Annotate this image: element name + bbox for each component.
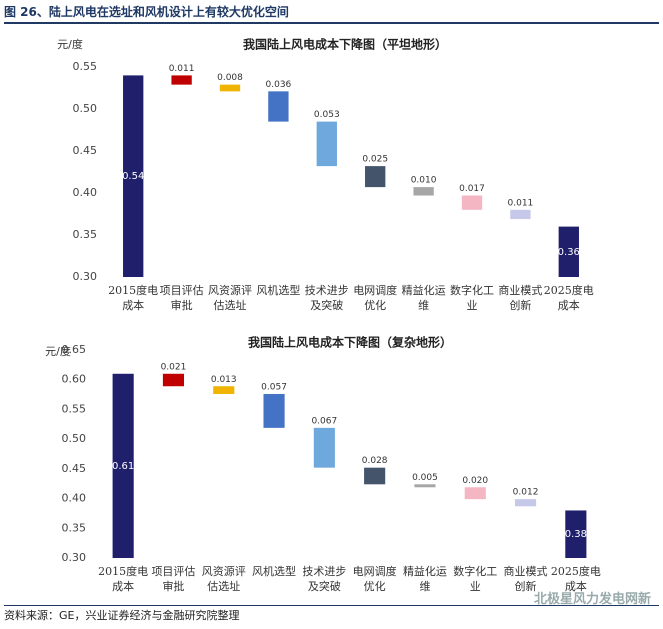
bar [316,121,337,167]
x-tick-label: 2015度电成本 [98,565,149,593]
bar [263,393,285,428]
bar [123,75,144,278]
x-tick-label: 数字化工业 [453,565,498,593]
value-label: 0.011 [508,198,534,208]
bar [565,510,587,558]
y-tick-label: 0.40 [62,492,87,505]
x-tick-label: 精益化运维 [402,565,447,593]
bar [510,209,531,220]
bar [514,499,537,507]
value-label: 0.057 [261,382,287,392]
y-tick-label: 0.45 [62,462,87,475]
y-tick-label: 0.30 [73,270,98,283]
bar [414,484,436,488]
x-tick-label: 风资源评估选址 [208,284,252,312]
value-label: 0.067 [311,416,337,426]
watermark: 北极星风力发电网新 [533,592,651,607]
bar [171,75,192,85]
x-tick-label: 技术进步及突破 [304,284,349,312]
y-axis-label: 元/度 [45,344,71,358]
bar [268,91,289,122]
y-tick-label: 0.50 [73,102,98,115]
bar [313,427,335,468]
value-label: 0.012 [513,488,539,498]
x-tick-label: 精益化运维 [401,284,446,312]
value-label: 0.005 [412,473,438,483]
y-tick-label: 0.55 [62,402,87,415]
bar [213,386,235,394]
y-axis-label: 元/度 [57,37,83,51]
value-label: 0.011 [169,64,195,74]
chart-title: 我国陆上风电成本下降图（复杂地形） [248,335,452,350]
y-tick-label: 0.55 [73,60,98,73]
x-tick-label: 风机选型 [252,565,297,578]
x-tick-label: 风机选型 [256,284,301,297]
value-label: 0.053 [314,110,340,120]
x-tick-label: 2025度电成本 [550,565,601,593]
x-tick-label: 项目评估审批 [151,565,196,593]
y-tick-label: 0.45 [73,144,98,157]
value-label: 0.013 [211,375,237,385]
x-tick-label: 风资源评估选址 [201,565,246,593]
value-label: 0.020 [462,476,488,486]
y-tick-label: 0.30 [62,551,87,564]
x-tick-label: 电网调度优化 [352,565,397,593]
value-label: 0.010 [411,176,437,186]
bar [364,467,386,485]
source-note: 资料来源：GE，兴业证券经济与金融研究院整理 [4,605,659,626]
x-tick-label: 商业模式创新 [503,565,548,593]
x-tick-label: 电网调度优化 [353,284,398,312]
x-tick-label: 数字化工业 [450,284,494,312]
bar [365,166,386,188]
value-label: 0.38 [565,529,587,540]
bar [162,373,185,387]
y-tick-label: 0.35 [73,228,98,241]
bar [112,373,134,558]
value-label: 0.36 [558,247,580,258]
bar [413,187,434,196]
x-tick-label: 商业模式创新 [498,284,543,312]
value-label: 0.028 [362,456,388,466]
x-tick-label: 2015度电成本 [108,284,159,312]
figure-title: 图 26、陆上风电在选址和风机设计上有较大优化空间 [4,2,659,24]
value-label: 0.017 [459,184,485,194]
value-label: 0.025 [362,155,388,165]
value-label: 0.61 [112,461,134,472]
chart-title: 我国陆上风电成本下降图（平坦地形） [243,37,447,52]
y-tick-label: 0.35 [62,521,87,534]
bar [219,84,241,92]
y-tick-label: 0.65 [62,343,87,356]
value-label: 0.036 [266,80,292,90]
value-label: 0.008 [217,73,243,83]
bar [464,487,486,500]
value-label: 0.021 [161,362,187,372]
x-tick-label: 2025度电成本 [543,284,594,312]
bar [461,195,483,210]
x-tick-label: 技术进步及突破 [302,565,347,593]
bar [558,226,579,277]
x-tick-label: 项目评估审批 [159,284,204,312]
y-tick-label: 0.40 [73,186,98,199]
y-tick-label: 0.60 [62,373,87,386]
value-label: 0.54 [122,171,144,182]
y-tick-label: 0.50 [62,432,87,445]
